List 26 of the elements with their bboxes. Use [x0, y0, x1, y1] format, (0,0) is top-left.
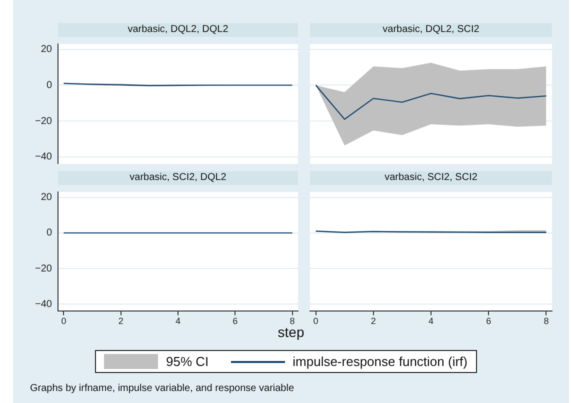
x-tick-label: 4 — [428, 316, 434, 326]
text: 95% CI — [166, 354, 209, 369]
x-tick-label: 6 — [232, 316, 238, 326]
y-tick-label: 20 — [40, 44, 52, 56]
text: Graphs by irfname, impulse variable, and response variable — [30, 383, 294, 394]
chart-title: varbasic, SCI2, SCI2 — [310, 171, 552, 185]
x-tick-label: 8 — [544, 316, 549, 326]
x-tick-label: 2 — [118, 316, 124, 326]
x-tick-label: 8 — [290, 316, 295, 326]
x-tick-label: 4 — [175, 316, 181, 326]
y-tick-label: −20 — [35, 116, 52, 127]
x-tick-label: 6 — [486, 316, 492, 326]
y-tick-label: −40 — [35, 152, 52, 163]
x-tick-label: 0 — [61, 316, 66, 326]
y-tick-label: −20 — [35, 263, 52, 274]
chart-title: varbasic, DQL2, SCI2 — [310, 23, 552, 37]
x-tick-label: 0 — [313, 316, 318, 326]
chart-title: varbasic, SCI2, DQL2 — [58, 171, 298, 185]
y-tick-label: −40 — [35, 298, 52, 310]
x-axis-title: step — [278, 324, 304, 340]
x-tick-label: 2 — [370, 316, 376, 326]
y-tick-label: 0 — [46, 228, 52, 239]
legend-label: impulse-response function (irf) — [292, 354, 468, 369]
y-tick-label: 20 — [40, 192, 52, 204]
chart-title: varbasic, DQL2, DQL2 — [58, 23, 298, 37]
y-tick-label: 0 — [46, 80, 52, 91]
